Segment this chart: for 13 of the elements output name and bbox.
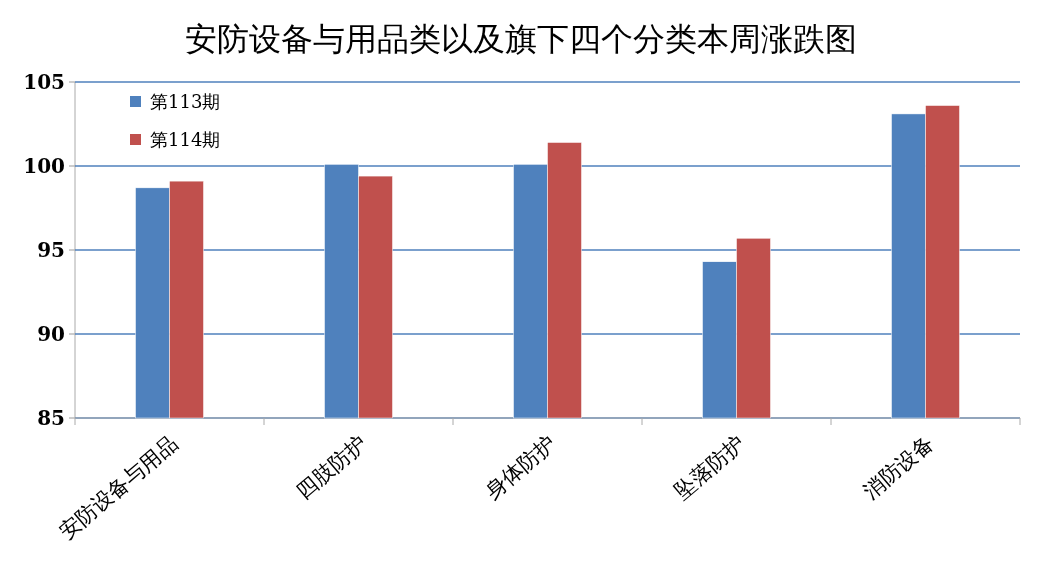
y-tick-label: 95 (37, 238, 65, 262)
x-tick-label: 坠落防护 (669, 431, 750, 504)
y-tick-label: 105 (23, 70, 65, 94)
y-tick-label: 85 (37, 406, 65, 430)
x-tick-label: 身体防护 (480, 431, 561, 504)
title: 安防设备与用品类以及旗下四个分类本周涨跌图 (184, 20, 857, 58)
legend-label: 第113期 (150, 91, 221, 112)
x-tick-label: 四肢防护 (291, 431, 372, 504)
y-tick-label: 100 (23, 154, 65, 178)
y-tick-label: 90 (37, 322, 65, 346)
x-tick-label: 安防设备与用品 (54, 431, 183, 545)
legend-label: 第114期 (150, 129, 221, 150)
x-tick-label: 消防设备 (858, 431, 939, 504)
